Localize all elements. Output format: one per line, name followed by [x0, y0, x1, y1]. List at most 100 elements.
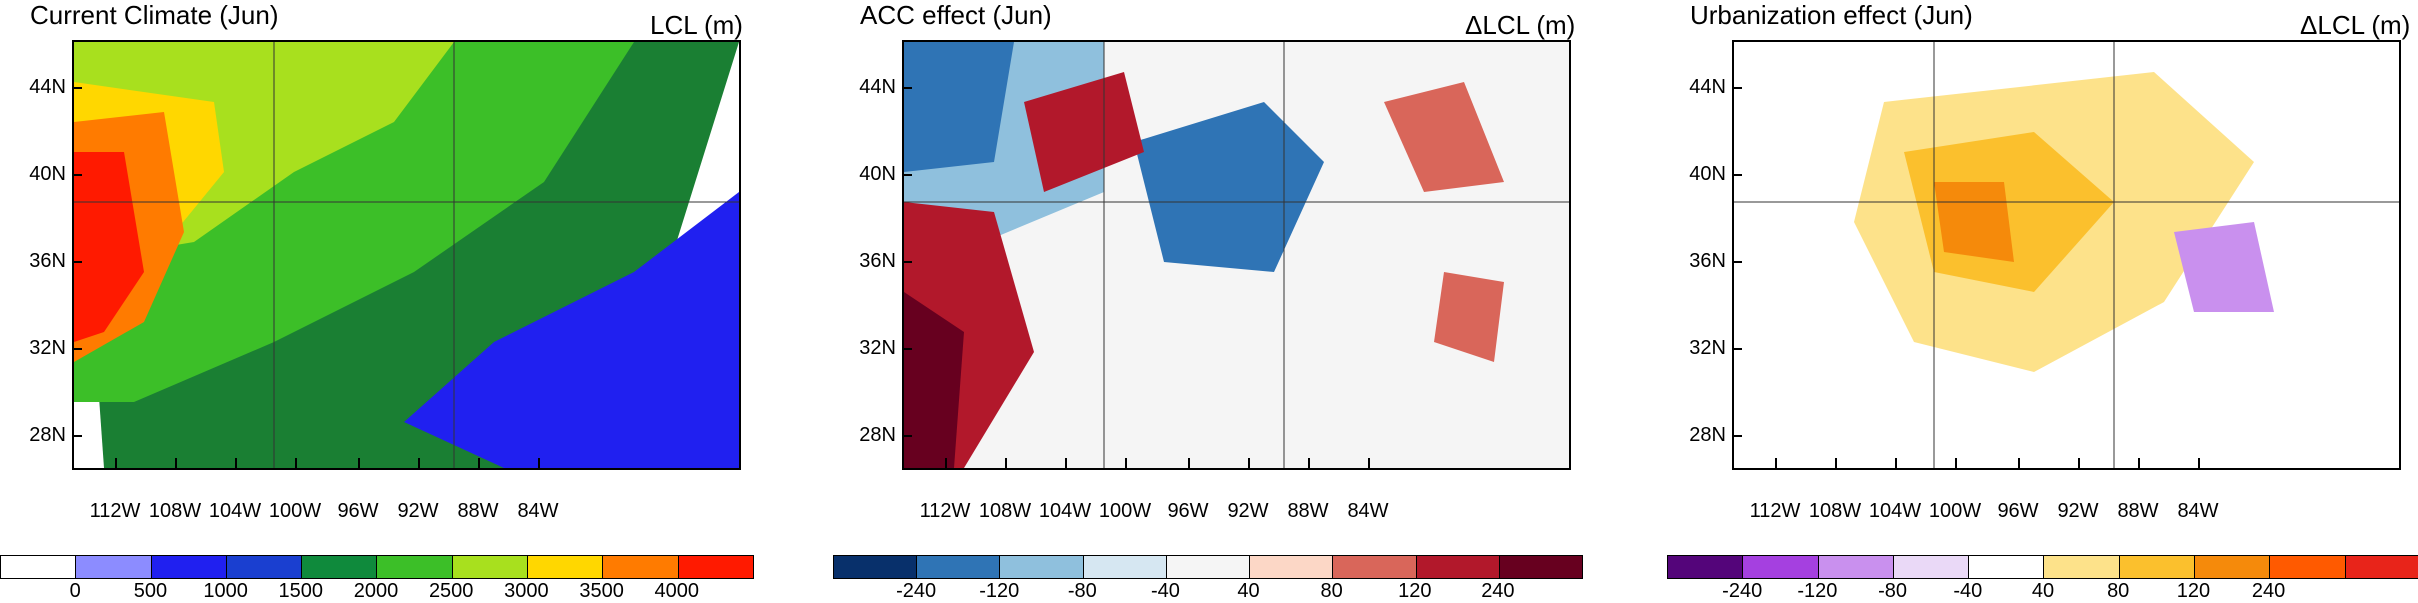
colorbar-swatch — [2119, 556, 2196, 578]
colorbar-swatch — [377, 556, 453, 578]
panel-title: Urbanization effect (Jun) — [1690, 0, 1973, 30]
lon-tick — [1248, 458, 1250, 468]
lat-label: 28N — [29, 424, 66, 446]
lat-label: 40N — [1689, 163, 1726, 185]
lon-label: 88W — [1287, 500, 1329, 522]
lon-tick — [1065, 458, 1067, 468]
lon-tick — [1368, 458, 1370, 468]
lon-label: 108W — [148, 500, 202, 522]
lon-label: 100W — [1098, 500, 1152, 522]
lon-label: 96W — [337, 500, 379, 522]
colorbar-swatch — [1083, 556, 1167, 578]
lat-tick — [72, 348, 82, 350]
lat-label: 32N — [859, 337, 896, 359]
lon-label: 92W — [2057, 500, 2099, 522]
colorbar-label: 2500 — [428, 580, 474, 602]
colorbar-swatch — [1000, 556, 1084, 578]
colorbar-label: -40 — [1150, 580, 1180, 602]
lon-tick — [2138, 458, 2140, 468]
colorbar — [1667, 555, 2418, 579]
lat-label: 36N — [859, 250, 896, 272]
lon-tick — [1775, 458, 1777, 468]
colorbar-label: -80 — [1067, 580, 1097, 602]
lat-tick — [72, 87, 82, 89]
map-acc — [902, 40, 1571, 470]
lat-label: 44N — [1689, 76, 1726, 98]
lon-label: 84W — [1347, 500, 1389, 522]
colorbar-label: 1500 — [278, 580, 324, 602]
colorbar-swatch — [226, 556, 303, 578]
lat-tick — [1732, 87, 1742, 89]
colorbar-label: 0 — [69, 580, 81, 602]
lon-tick — [1125, 458, 1127, 468]
colorbar-swatch — [917, 556, 1001, 578]
colorbar-label: 120 — [2176, 580, 2211, 602]
lon-tick — [115, 458, 117, 468]
colorbar-swatch — [834, 556, 918, 578]
panel-urbanization-effect: Urbanization effect (Jun) ΔLCL (m) — [1660, 0, 2418, 600]
lat-tick — [72, 174, 82, 176]
lon-tick — [1308, 458, 1310, 468]
colorbar-label: 120 — [1398, 580, 1432, 602]
lon-tick — [1005, 458, 1007, 468]
lon-tick — [1895, 458, 1897, 468]
colorbar-label: 80 — [2107, 580, 2130, 602]
map-lcl — [72, 40, 741, 470]
lon-tick — [1835, 458, 1837, 468]
colorbar-swatch — [1893, 556, 1970, 578]
lat-label: 32N — [29, 337, 66, 359]
colorbar-swatch — [678, 556, 753, 578]
map-urbanization — [1732, 40, 2401, 470]
region-max — [74, 152, 144, 342]
lon-label: 88W — [457, 500, 499, 522]
lcl-field — [74, 42, 739, 468]
panel-current-climate: Current Climate (Jun) LCL (m) — [0, 0, 800, 600]
colorbar-swatch — [2270, 556, 2346, 578]
lat-tick — [1732, 435, 1742, 437]
colorbar — [833, 555, 1583, 579]
lon-label: 100W — [1928, 500, 1982, 522]
lon-tick — [478, 458, 480, 468]
lat-tick — [1732, 348, 1742, 350]
lon-tick — [1188, 458, 1190, 468]
lon-tick — [1955, 458, 1957, 468]
region-warm-core — [904, 292, 964, 468]
colorbar-label: 40 — [1237, 580, 1260, 602]
lat-tick — [1732, 174, 1742, 176]
colorbar-swatch — [603, 556, 679, 578]
lon-tick — [2198, 458, 2200, 468]
lon-label: 84W — [517, 500, 559, 522]
lon-label: 104W — [1868, 500, 1922, 522]
lat-tick — [902, 174, 912, 176]
panel-units: ΔLCL (m) — [1465, 10, 1576, 40]
acc-field — [904, 42, 1569, 468]
colorbar-label: 2000 — [353, 580, 399, 602]
colorbar-swatch — [1416, 556, 1500, 578]
region-negative — [2174, 222, 2274, 312]
lon-label: 104W — [208, 500, 262, 522]
region-cool-center — [1134, 102, 1324, 272]
region-warm-ne — [1384, 82, 1504, 192]
lon-tick — [945, 458, 947, 468]
lon-label: 96W — [1167, 500, 1209, 522]
colorbar-swatch — [452, 556, 529, 578]
lat-label: 36N — [29, 250, 66, 272]
colorbar-label: 240 — [2251, 580, 2286, 602]
lon-label: 112W — [89, 500, 141, 522]
colorbar-label: -80 — [1878, 580, 1908, 602]
colorbar-label: 4000 — [654, 580, 700, 602]
colorbar-swatch — [1743, 556, 1819, 578]
lat-label: 32N — [1689, 337, 1726, 359]
region-strong — [1934, 182, 2014, 262]
lon-label: 92W — [1227, 500, 1269, 522]
lat-label: 44N — [859, 76, 896, 98]
lon-tick — [295, 458, 297, 468]
colorbar-swatch — [1, 556, 77, 578]
colorbar-swatch — [2345, 556, 2418, 578]
lat-label: 40N — [29, 163, 66, 185]
colorbar-swatch — [76, 556, 152, 578]
lat-tick — [902, 261, 912, 263]
colorbar-label: 1000 — [203, 580, 248, 602]
lon-tick — [418, 458, 420, 468]
colorbar-label: 500 — [133, 580, 168, 602]
